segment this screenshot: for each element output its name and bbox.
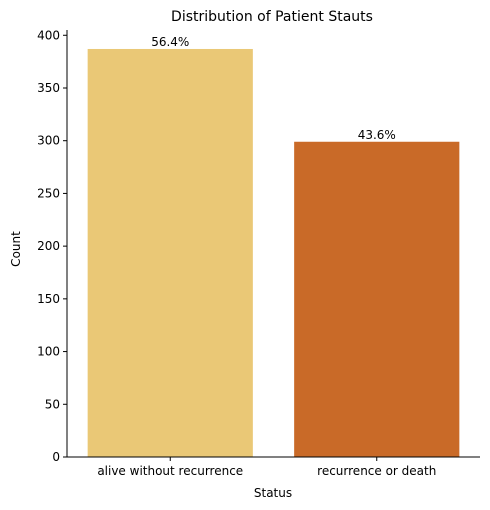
data-label-2: 43.6% [358, 128, 396, 142]
data-labels-group: 56.4% 43.6% [151, 35, 396, 142]
y-tick-label: 50 [45, 397, 60, 411]
y-axis: 0 50 100 150 200 250 300 350 400 [37, 28, 68, 464]
bar-alive-without-recurrence [87, 48, 253, 457]
bars-group [87, 48, 460, 457]
y-tick-label: 400 [37, 28, 60, 42]
x-tick-label: alive without recurrence [97, 464, 243, 478]
chart-title: Distribution of Patient Stauts [171, 9, 373, 25]
y-tick-label: 150 [37, 292, 60, 306]
x-tick-label: recurrence or death [317, 464, 436, 478]
x-axis-label: Status [254, 486, 292, 500]
x-axis: alive without recurrence recurrence or de… [67, 456, 480, 478]
y-axis-label: Count [9, 231, 23, 267]
y-tick-label: 0 [52, 450, 60, 464]
y-tick-label: 350 [37, 81, 60, 95]
bar-recurrence-or-death [294, 141, 460, 457]
y-tick-label: 300 [37, 134, 60, 148]
y-tick-label: 100 [37, 345, 60, 359]
y-tick-label: 200 [37, 239, 60, 253]
data-label-1: 56.4% [151, 35, 189, 49]
y-tick-label: 250 [37, 186, 60, 200]
